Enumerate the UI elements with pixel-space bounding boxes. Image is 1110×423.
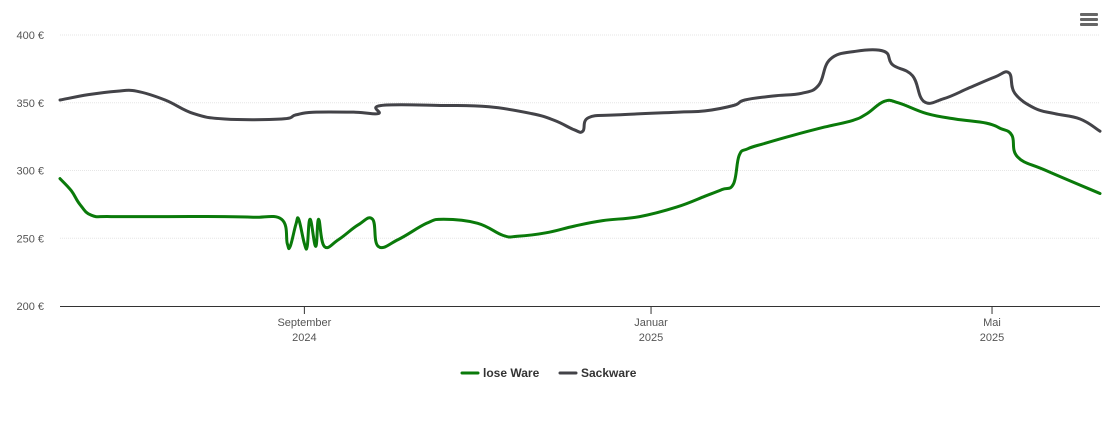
y-tick-label: 400 € bbox=[16, 30, 44, 42]
menu-bar-middle bbox=[1080, 18, 1098, 21]
y-tick-label: 200 € bbox=[16, 301, 44, 313]
legend-label: lose Ware bbox=[483, 366, 540, 380]
x-tick-label-month: Mai bbox=[983, 317, 1001, 329]
legend-item-lose-ware[interactable]: lose Ware bbox=[460, 366, 540, 380]
legend-item-sackware[interactable]: Sackware bbox=[558, 366, 637, 380]
legend-label: Sackware bbox=[581, 366, 637, 380]
legend: lose Ware Sackware bbox=[460, 366, 637, 380]
y-tick-label: 350 € bbox=[16, 98, 44, 110]
x-tick-label-year: 2025 bbox=[639, 332, 663, 344]
x-tick-label-year: 2025 bbox=[980, 332, 1004, 344]
y-axis-tick-labels: 200 € 250 € 300 € 350 € 400 € bbox=[16, 30, 44, 313]
x-tick-label-year: 2024 bbox=[292, 332, 316, 344]
y-tick-label: 250 € bbox=[16, 233, 44, 245]
menu-bar-bottom bbox=[1080, 23, 1098, 26]
y-gridlines bbox=[60, 34, 1100, 239]
series-lines bbox=[58, 48, 1102, 251]
y-tick-label: 300 € bbox=[16, 166, 44, 178]
series-line-lose-ware[interactable] bbox=[58, 98, 1102, 251]
x-tick-label-month: September bbox=[277, 317, 331, 329]
series-line-sackware[interactable] bbox=[58, 48, 1102, 134]
menu-bar-top bbox=[1080, 13, 1098, 16]
x-axis-ticks: September 2024 Januar 2025 Mai 2025 bbox=[277, 306, 1004, 344]
x-tick-label-month: Januar bbox=[634, 317, 668, 329]
hamburger-menu-icon[interactable] bbox=[1076, 11, 1102, 33]
